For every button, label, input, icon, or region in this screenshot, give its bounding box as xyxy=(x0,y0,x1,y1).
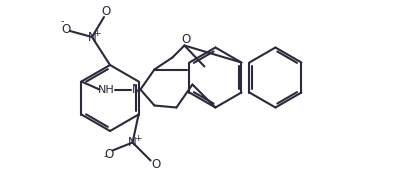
Text: O: O xyxy=(182,33,191,46)
Text: +: + xyxy=(134,134,141,143)
Text: O: O xyxy=(101,5,110,17)
Text: O: O xyxy=(61,23,70,35)
Text: -: - xyxy=(104,152,107,162)
Text: O: O xyxy=(151,158,160,171)
Text: N: N xyxy=(128,136,137,149)
Text: N: N xyxy=(88,31,96,44)
Text: NH: NH xyxy=(98,84,115,94)
Text: N: N xyxy=(132,83,141,96)
Text: -: - xyxy=(61,16,65,26)
Text: O: O xyxy=(104,148,113,161)
Text: +: + xyxy=(93,28,101,37)
